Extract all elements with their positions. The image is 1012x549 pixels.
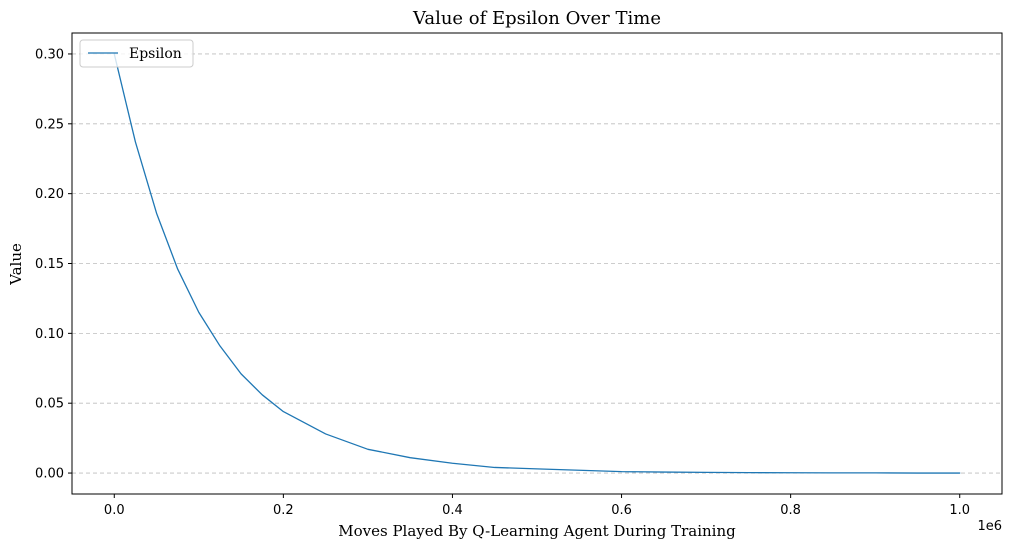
- chart-title: Value of Epsilon Over Time: [412, 8, 661, 29]
- y-tick-label: 0.00: [35, 467, 64, 482]
- legend: Epsilon: [79, 39, 194, 68]
- y-tick-label: 0.15: [35, 257, 64, 272]
- x-tick-label: 0.2: [273, 503, 294, 518]
- x-tick-label: 0.6: [611, 503, 632, 518]
- x-tick-label: 0.8: [780, 503, 801, 518]
- x-axis-offset-label: 1e6: [977, 519, 1002, 534]
- x-tick-label: 1.0: [949, 503, 970, 518]
- x-tick-label: 0.0: [104, 503, 125, 518]
- series-line-epsilon: [113, 53, 961, 474]
- legend-box: [79, 39, 194, 68]
- x-axis: 0.0 0.2 0.4 0.6 0.8 1.0: [104, 494, 970, 518]
- x-axis-label: Moves Played By Q-Learning Agent During …: [338, 522, 736, 540]
- y-tick-label: 0.20: [35, 187, 64, 202]
- y-tick-label: 0.10: [35, 327, 64, 342]
- y-axis: 0.00 0.05 0.10 0.15 0.20 0.25 0.30: [35, 47, 72, 482]
- y-tick-label: 0.30: [35, 47, 64, 62]
- y-tick-label: 0.25: [35, 117, 64, 132]
- y-tick-label: 0.05: [35, 397, 64, 412]
- y-axis-label: Value: [7, 243, 25, 286]
- legend-label-epsilon: Epsilon: [129, 46, 182, 62]
- grid-layer: [72, 53, 1002, 474]
- x-tick-label: 0.4: [442, 503, 463, 518]
- series-layer: [113, 53, 961, 474]
